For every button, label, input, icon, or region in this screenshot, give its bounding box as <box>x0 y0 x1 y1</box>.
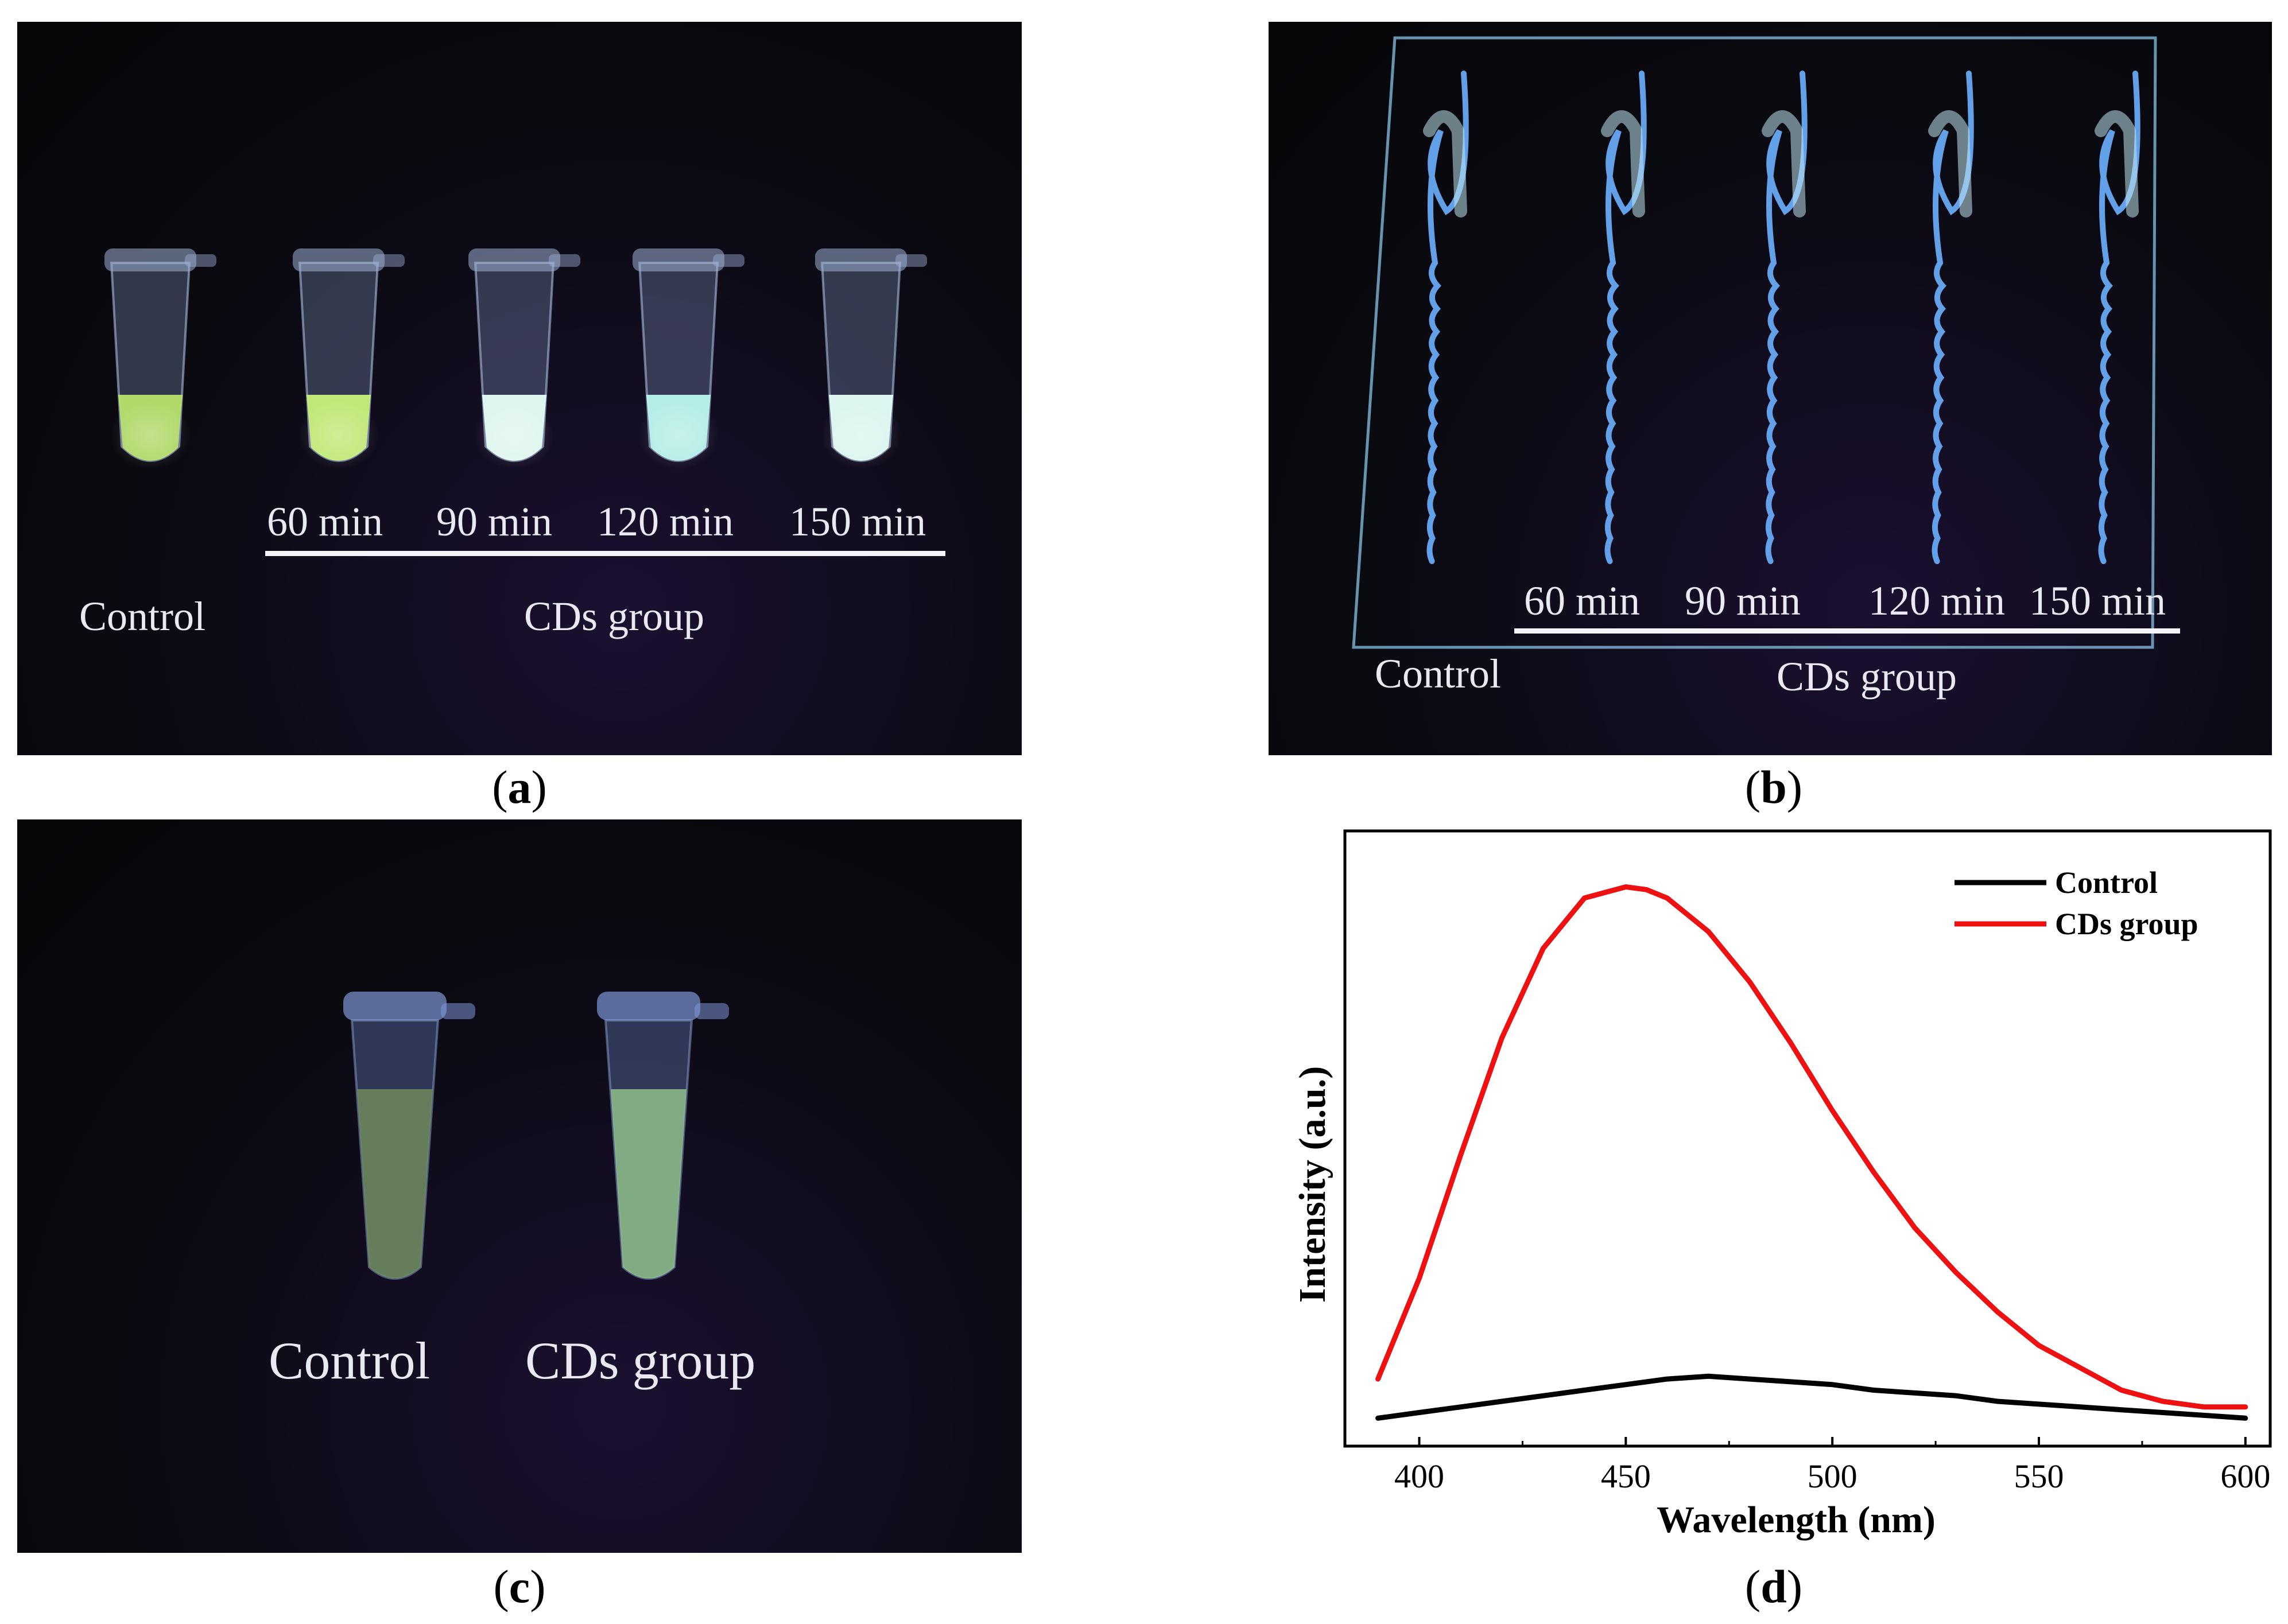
tube-cap <box>104 248 196 271</box>
panel-a-time-150: 150 min <box>789 499 926 545</box>
worm-head-1 <box>1423 110 1467 217</box>
panel-b-time-120: 120 min <box>1868 578 2006 624</box>
tube-a-2 <box>293 248 405 469</box>
tube-glow <box>611 1089 687 1279</box>
panel-d-caption: (d) <box>1744 1560 1803 1613</box>
tube-halo <box>474 401 554 469</box>
x-tick-label-600: 600 <box>2220 1458 2270 1495</box>
panel-d-chart: 400 450 500 550 600 Wavelength (nm) Intensity … <box>1269 819 2279 1554</box>
panel-a-time-120: 120 min <box>597 499 734 545</box>
panel-a-caption: (a) <box>492 761 547 813</box>
tube-c-2 <box>597 992 729 1280</box>
y-axis-label: Intensity (a.u.) <box>1292 1066 1333 1303</box>
legend-label-1: CDs group <box>2055 907 2198 941</box>
plot-frame <box>1343 829 2272 1448</box>
panel-a-control-label: Control <box>79 593 206 639</box>
tube-hinge <box>441 1003 475 1019</box>
x-tick-label-400: 400 <box>1394 1458 1444 1495</box>
x-tick-label-500: 500 <box>1808 1458 1857 1495</box>
x-tick-label-550: 550 <box>2014 1458 2064 1495</box>
panel-b-control-label: Control <box>1375 651 1502 697</box>
worm-3 <box>1765 71 1808 564</box>
panel-b-group-underline <box>1514 628 2180 634</box>
x-tick-label-450: 450 <box>1601 1458 1651 1495</box>
tube-halo <box>821 401 901 469</box>
tube-hinge <box>895 254 927 267</box>
tube-hinge <box>185 254 216 267</box>
worm-2 <box>1604 71 1647 564</box>
panel-c-caption: (c) <box>493 1560 546 1613</box>
panel-b-time-90: 90 min <box>1685 578 1801 624</box>
panel-b-photo: 60 min 90 min 120 min 150 min Control CD… <box>1269 22 2272 755</box>
tube-hinge <box>549 254 580 267</box>
worm-4 <box>1932 71 1974 564</box>
panel-b-worms <box>1352 36 2157 649</box>
series-line-cds-group <box>1375 884 2248 1410</box>
tube-halo <box>638 401 719 469</box>
legend-label-0: Control <box>2055 865 2158 900</box>
tube-a-4 <box>633 248 744 469</box>
tube-a-5 <box>815 248 927 469</box>
tube-cap <box>343 992 447 1020</box>
panel-a-photo: 60 min 90 min 120 min 150 min Control CD… <box>17 22 1022 755</box>
worm-5 <box>2098 71 2140 564</box>
panel-a-group-underline <box>265 551 945 556</box>
spectrum-chart: 400 450 500 550 600 Wavelength (nm) Intensity … <box>1292 829 2272 1541</box>
worm-head-5 <box>2095 110 2139 217</box>
tube-cap <box>597 992 700 1020</box>
worm-head-2 <box>1601 110 1645 217</box>
tube-cap <box>815 248 907 271</box>
x-axis-label: Wavelength (nm) <box>1657 1499 1936 1541</box>
tube-a-1 <box>104 248 216 469</box>
tube-hinge <box>373 254 405 267</box>
tube-c-1 <box>343 992 475 1280</box>
tube-glow <box>357 1089 433 1279</box>
glass-slide <box>1352 36 2157 649</box>
panel-b-time-60: 60 min <box>1524 578 1641 624</box>
panel-c-control-label: Control <box>269 1331 431 1390</box>
panel-b-group-label: CDs group <box>1777 654 1957 700</box>
tube-halo <box>110 401 191 469</box>
tube-hinge <box>695 1003 729 1019</box>
worm-1 <box>1426 71 1469 564</box>
tube-hinge <box>713 254 744 267</box>
panel-a-time-60: 60 min <box>267 499 383 545</box>
panel-b-time-150: 150 min <box>2029 578 2166 624</box>
panel-b-caption: (b) <box>1744 761 1803 813</box>
series-line-control <box>1375 1373 2248 1421</box>
worm-head-4 <box>1928 110 1972 217</box>
tube-cap <box>633 248 724 271</box>
tube-cap <box>468 248 560 271</box>
panel-a-time-90: 90 min <box>436 499 553 545</box>
panel-a-group-label: CDs group <box>524 593 705 639</box>
panel-c-group-label: CDs group <box>525 1331 756 1390</box>
panel-a-tubes <box>104 248 927 469</box>
worm-head-3 <box>1762 110 1806 217</box>
panel-c-tubes <box>343 992 729 1280</box>
tube-halo <box>298 401 379 469</box>
tube-cap <box>293 248 385 271</box>
panel-c-photo: Control CDs group <box>17 819 1022 1553</box>
tube-a-3 <box>468 248 580 469</box>
